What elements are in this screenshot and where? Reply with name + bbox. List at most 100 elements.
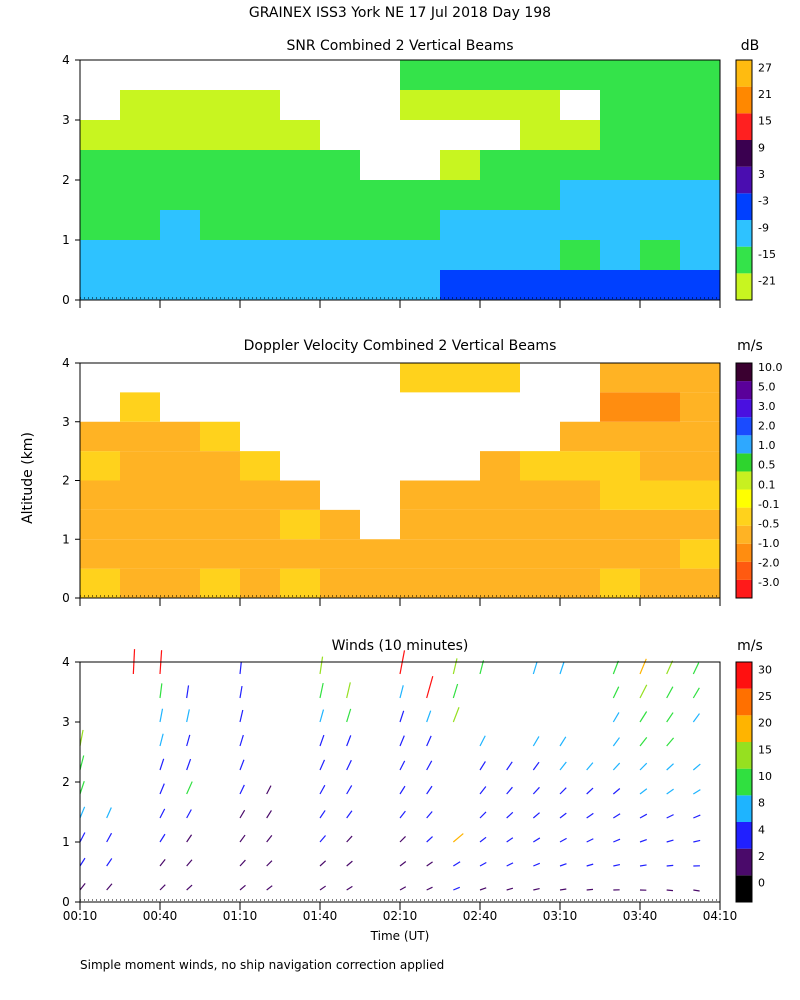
snr-cell: [240, 240, 280, 270]
winds-colorbar-swatch: [736, 742, 752, 769]
snr-cell: [520, 240, 560, 270]
winds-colorbar-swatch: [736, 848, 752, 876]
wind-barb: [239, 784, 245, 795]
snr-cell: [480, 180, 520, 210]
snr-cell: [640, 90, 680, 120]
wind-barb: [586, 787, 594, 795]
snr-colorbar-swatch: [736, 246, 752, 274]
doppler-unit-label: m/s: [737, 338, 763, 354]
snr-cell: [200, 180, 240, 210]
winds-xtick-label: 02:10: [383, 909, 418, 923]
snr-cell: [160, 120, 200, 150]
snr-colorbar-label: -15: [758, 248, 776, 261]
winds-ytick-label: 4: [62, 655, 70, 669]
wind-barb: [639, 788, 648, 795]
winds-xtick-label: 01:10: [223, 909, 258, 923]
snr-cell: [480, 240, 520, 270]
wind-barb: [612, 737, 620, 747]
wind-barb: [346, 810, 353, 819]
wind-barb: [159, 758, 165, 771]
page-title: GRAINEX ISS3 York NE 17 Jul 2018 Day 198: [248, 5, 552, 21]
wind-barb: [106, 807, 112, 819]
snr-cell: [80, 180, 120, 210]
doppler-cell: [680, 539, 720, 569]
doppler-cell: [160, 421, 200, 452]
doppler-cell: [160, 568, 200, 598]
wind-barb: [186, 859, 193, 867]
wind-barb: [613, 813, 621, 819]
wind-barb: [426, 785, 433, 795]
doppler-colorbar-swatch: [736, 381, 752, 400]
wind-barb: [559, 661, 565, 675]
snr-colorbar-label: -9: [758, 221, 769, 234]
snr-colorbar-swatch: [736, 140, 752, 167]
snr-colorbar-label: -3: [758, 195, 769, 208]
doppler-cell: [200, 539, 240, 569]
doppler-colorbar-swatch: [736, 525, 752, 544]
doppler-cell: [520, 451, 560, 481]
snr-colorbar-swatch: [736, 166, 752, 194]
wind-barb: [239, 685, 243, 699]
doppler-cell: [80, 509, 120, 540]
wind-barb: [399, 836, 406, 843]
wind-barb: [426, 760, 433, 771]
snr-cell: [520, 60, 560, 90]
winds-colorbar-swatch: [736, 875, 752, 902]
snr-cell: [360, 270, 400, 300]
winds-xtick-label: 03:40: [623, 909, 658, 923]
wind-barb: [399, 810, 406, 819]
wind-barb: [666, 788, 674, 795]
snr-colorbar-swatch: [736, 113, 752, 140]
wind-barb: [79, 806, 86, 819]
doppler-cell: [600, 568, 640, 598]
snr-cell: [480, 60, 520, 90]
wind-barb: [159, 808, 166, 819]
wind-barb: [559, 736, 567, 747]
doppler-cell: [560, 480, 600, 510]
doppler-cell: [520, 539, 560, 569]
doppler-colorbar-label: -0.5: [758, 517, 779, 530]
wind-barb: [586, 812, 594, 819]
doppler-cell: [480, 509, 520, 540]
wind-barb: [106, 883, 113, 891]
snr-cell: [200, 270, 240, 300]
winds-xtick-label: 00:10: [63, 909, 98, 923]
doppler-cell: [400, 509, 440, 540]
wind-barb: [319, 810, 326, 819]
snr-cell: [440, 210, 480, 240]
snr-cell: [400, 60, 440, 90]
wind-barb: [639, 711, 648, 723]
snr-cell: [640, 210, 680, 240]
doppler-cell: [640, 451, 680, 481]
wind-barb: [239, 709, 244, 723]
wind-barb: [506, 786, 513, 795]
doppler-cell: [80, 451, 120, 481]
wind-barb: [266, 835, 273, 843]
doppler-colorbar-swatch: [736, 471, 752, 490]
snr-colorbar-label: 21: [758, 88, 772, 101]
snr-cell: [480, 90, 520, 120]
snr-cell: [400, 240, 440, 270]
snr-ytick-label: 0: [62, 293, 70, 307]
wind-barb: [666, 763, 674, 771]
wind-barb: [186, 685, 190, 699]
snr-cell: [400, 270, 440, 300]
wind-barb: [639, 864, 647, 867]
doppler-colorbar-label: 10.0: [758, 361, 783, 374]
wind-barb: [346, 735, 352, 747]
wind-barb: [506, 837, 514, 843]
snr-cell: [560, 270, 600, 300]
doppler-cell: [400, 539, 440, 569]
snr-cell: [120, 150, 160, 180]
doppler-cell: [320, 539, 360, 569]
wind-barb: [666, 814, 674, 819]
winds-xtick-label: 01:40: [303, 909, 338, 923]
wind-barb: [559, 863, 567, 867]
wind-barb: [479, 761, 486, 771]
wind-barb: [559, 837, 567, 843]
doppler-cell: [560, 568, 600, 598]
wind-barb: [266, 785, 272, 795]
wind-barb: [239, 734, 244, 747]
snr-cell: [640, 150, 680, 180]
doppler-cell: [680, 421, 720, 452]
